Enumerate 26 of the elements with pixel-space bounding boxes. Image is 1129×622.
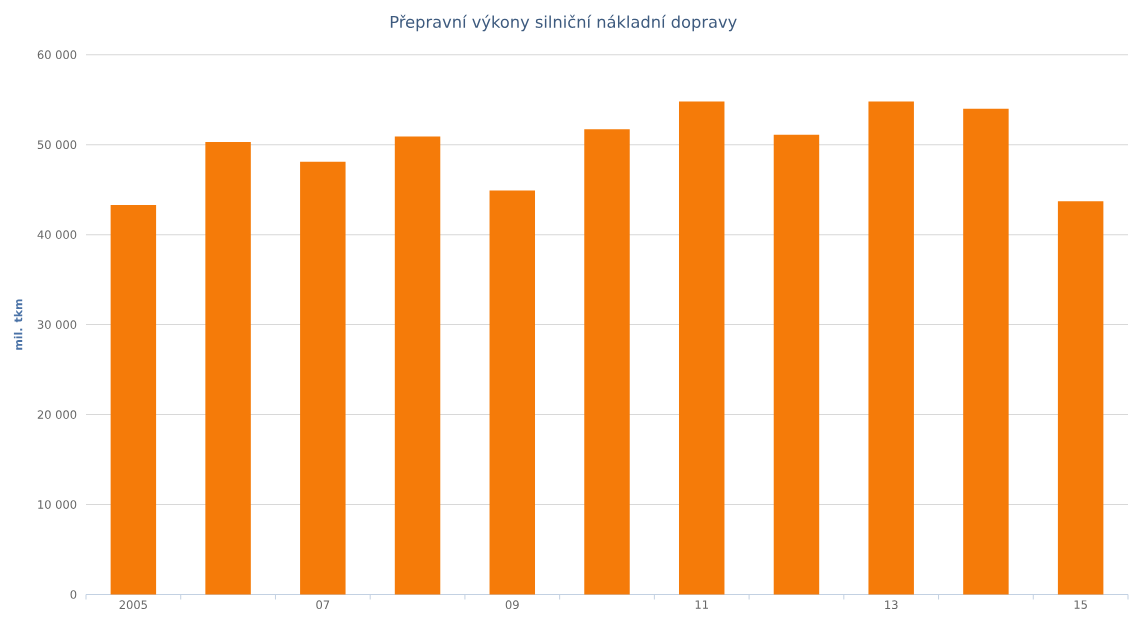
chart-title: Přepravní výkony silniční nákladní dopravy bbox=[390, 14, 737, 32]
y-axis-title: mil. tkm bbox=[13, 299, 23, 350]
bar bbox=[489, 190, 536, 595]
bar bbox=[584, 129, 630, 595]
bar bbox=[300, 161, 346, 595]
x-tick-label: 09 bbox=[505, 600, 519, 610]
bar bbox=[868, 101, 914, 595]
x-tick-label: 11 bbox=[695, 600, 708, 609]
x-tick-label: 13 bbox=[885, 600, 898, 610]
bar bbox=[110, 204, 157, 595]
bar bbox=[679, 101, 725, 595]
bar bbox=[205, 141, 251, 595]
x-tick-label: 2005 bbox=[119, 600, 147, 610]
x-tick-label: 07 bbox=[316, 600, 330, 610]
bar bbox=[963, 108, 1009, 595]
x-tick-label: 15 bbox=[1074, 600, 1087, 609]
y-tick-label: 20 000 bbox=[37, 410, 77, 419]
bar bbox=[773, 134, 820, 595]
y-tick-label: 30 000 bbox=[37, 320, 77, 329]
y-tick-label: 0 bbox=[70, 590, 77, 599]
y-tick-label: 40 000 bbox=[37, 230, 77, 239]
y-tick-label: 50 000 bbox=[37, 140, 77, 150]
y-tick-label: 60 000 bbox=[37, 50, 77, 60]
y-tick-label: 10 000 bbox=[38, 500, 77, 509]
bar bbox=[394, 136, 441, 595]
bar bbox=[1057, 201, 1104, 595]
